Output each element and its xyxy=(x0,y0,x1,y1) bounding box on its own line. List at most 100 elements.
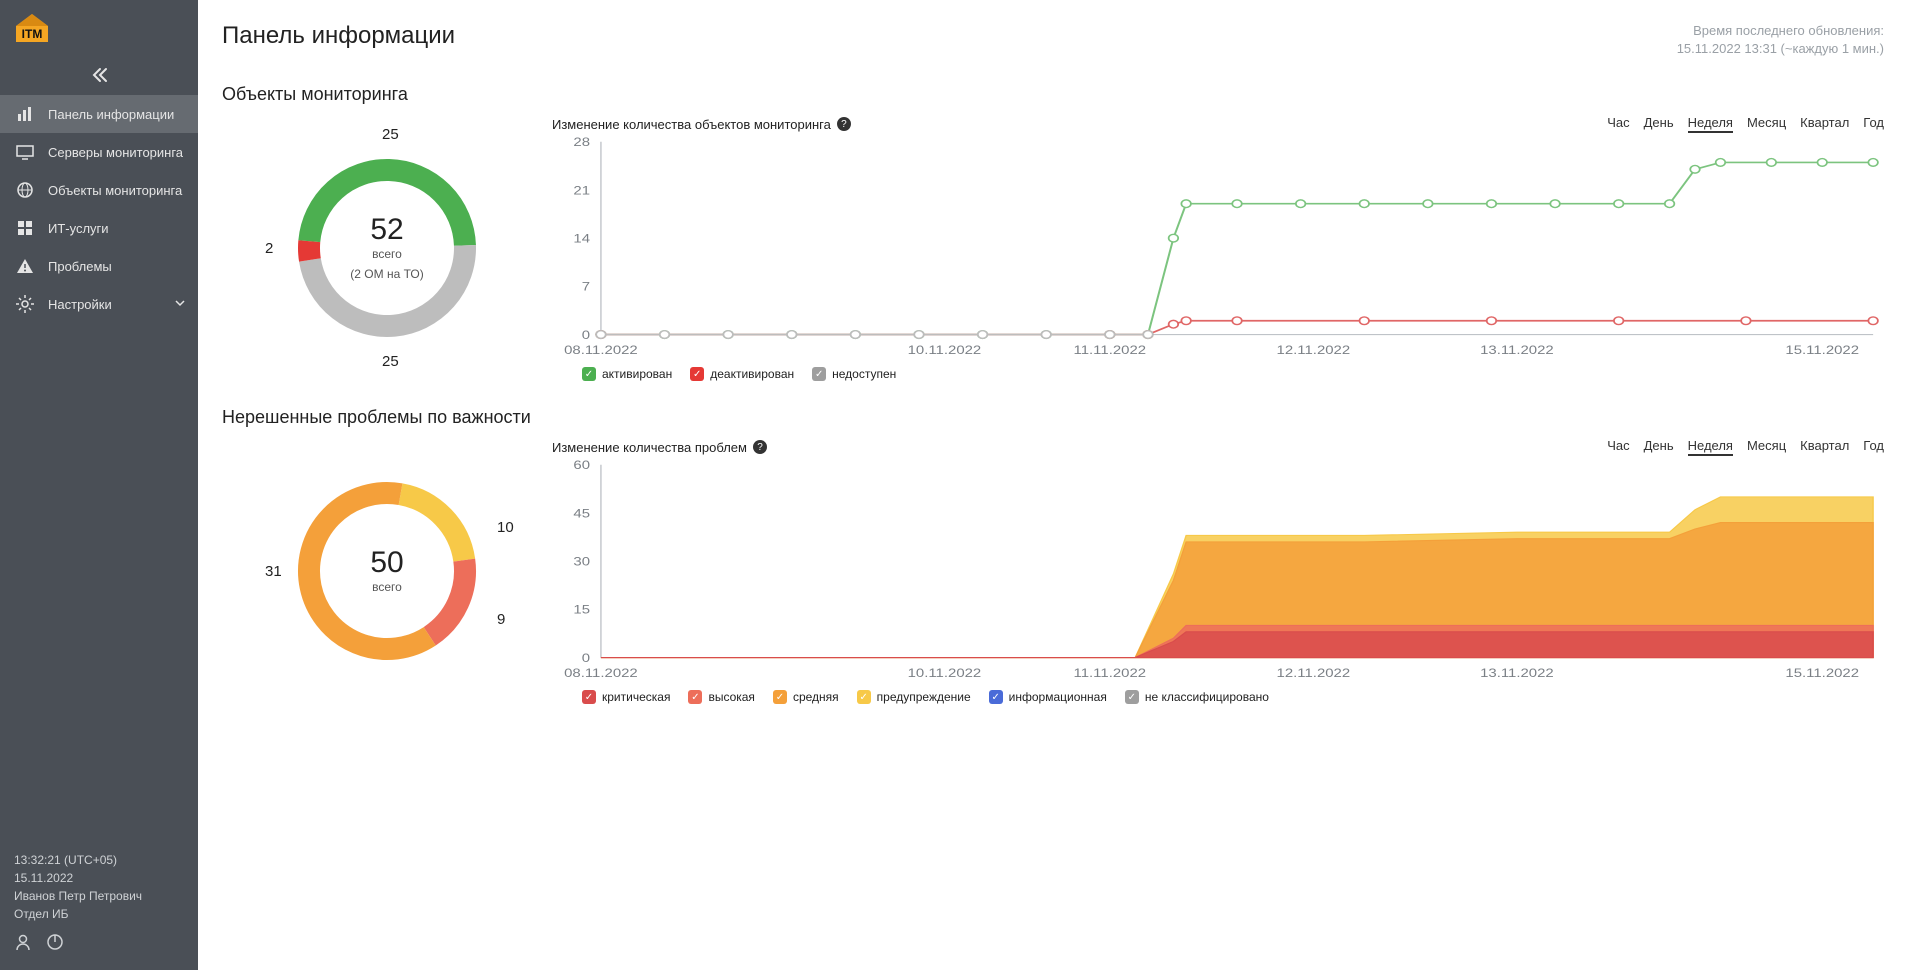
legend-label: информационная xyxy=(1009,690,1107,704)
range-option[interactable]: Квартал xyxy=(1800,115,1849,133)
legend-item[interactable]: ✓ недоступен xyxy=(812,367,896,381)
objects-donut: 52 всего (2 ОМ на ТО) 25 25 2 xyxy=(222,115,552,381)
chevron-double-left-icon xyxy=(87,63,111,87)
legend-item[interactable]: ✓средняя xyxy=(773,690,839,704)
sidebar-footer: 13:32:21 (UTC+05) 15.11.2022 Иванов Петр… xyxy=(0,851,198,970)
logo-icon: ITM xyxy=(12,12,52,44)
sidebar-item-label: Объекты мониторинга xyxy=(48,183,182,198)
legend-label: высокая xyxy=(708,690,755,704)
sidebar-item-label: Панель информации xyxy=(48,107,174,122)
logo: ITM xyxy=(0,0,198,55)
sidebar-item-3[interactable]: ИТ-услуги xyxy=(0,209,198,247)
last-update-value: 15.11.2022 13:31 (~каждую 1 мин.) xyxy=(1677,40,1884,58)
donut-total: 50 xyxy=(370,548,403,578)
section-problems: 50 всего 10931 Изменение количества проб… xyxy=(222,438,1884,704)
legend-item[interactable]: ✓информационная xyxy=(989,690,1107,704)
logout-icon[interactable] xyxy=(46,933,64,956)
svg-text:15: 15 xyxy=(573,603,590,616)
range-option[interactable]: Год xyxy=(1863,115,1884,133)
donut-note: (2 ОМ на ТО) xyxy=(350,267,423,281)
legend-label: средняя xyxy=(793,690,839,704)
legend-label: предупреждение xyxy=(877,690,971,704)
svg-text:15.11.2022: 15.11.2022 xyxy=(1785,667,1859,680)
svg-text:12.11.2022: 12.11.2022 xyxy=(1277,344,1351,357)
legend-label: недоступен xyxy=(832,367,896,381)
problems-range-picker: Час День Неделя Месяц Квартал Год xyxy=(1607,438,1884,456)
svg-text:45: 45 xyxy=(573,507,590,520)
range-option[interactable]: День xyxy=(1644,438,1674,456)
sidebar-item-1[interactable]: Серверы мониторинга xyxy=(0,133,198,171)
footer-time: 13:32:21 (UTC+05) xyxy=(14,851,184,869)
gear-icon xyxy=(14,294,36,314)
svg-text:14: 14 xyxy=(573,232,590,245)
problems-legend: ✓критическая✓высокая✓средняя✓предупрежде… xyxy=(552,690,1884,704)
legend-item[interactable]: ✓высокая xyxy=(688,690,755,704)
collapse-sidebar-button[interactable] xyxy=(0,55,198,95)
legend-item[interactable]: ✓критическая xyxy=(582,690,670,704)
last-update-label: Время последнего обновления: xyxy=(1677,22,1884,40)
donut-sub: всего xyxy=(372,247,402,261)
svg-text:13.11.2022: 13.11.2022 xyxy=(1480,344,1554,357)
chevron-down-icon xyxy=(174,297,186,312)
legend-label: не классифицировано xyxy=(1145,690,1269,704)
svg-text:0: 0 xyxy=(582,652,591,665)
svg-text:12.11.2022: 12.11.2022 xyxy=(1277,667,1351,680)
donut-slice-label: 25 xyxy=(382,353,399,370)
svg-text:0: 0 xyxy=(582,329,591,342)
legend-swatch: ✓ xyxy=(582,367,596,381)
svg-text:08.11.2022: 08.11.2022 xyxy=(564,344,638,357)
sidebar-item-label: ИТ-услуги xyxy=(48,221,109,236)
svg-text:08.11.2022: 08.11.2022 xyxy=(564,667,638,680)
sidebar-item-5[interactable]: Настройки xyxy=(0,285,198,323)
last-update: Время последнего обновления: 15.11.2022 … xyxy=(1677,22,1884,58)
donut-total: 52 xyxy=(370,215,403,245)
legend-swatch: ✓ xyxy=(812,367,826,381)
warn-icon xyxy=(14,256,36,276)
range-option[interactable]: Год xyxy=(1863,438,1884,456)
legend-label: активирован xyxy=(602,367,672,381)
help-icon[interactable]: ? xyxy=(753,440,767,454)
sidebar-item-0[interactable]: Панель информации xyxy=(0,95,198,133)
legend-item[interactable]: ✓ активирован xyxy=(582,367,672,381)
range-option[interactable]: Месяц xyxy=(1747,438,1786,456)
range-option[interactable]: Час xyxy=(1607,115,1629,133)
donut-sub: всего xyxy=(372,580,402,594)
legend-item[interactable]: ✓ не классифицировано xyxy=(1125,690,1269,704)
range-option[interactable]: Неделя xyxy=(1688,115,1733,133)
problems-area-chart: 01530456008.11.202210.11.202211.11.20221… xyxy=(552,456,1884,686)
donut-slice-label: 10 xyxy=(497,519,514,536)
range-option[interactable]: Месяц xyxy=(1747,115,1786,133)
donut-slice-label: 9 xyxy=(497,611,505,628)
range-option[interactable]: День xyxy=(1644,115,1674,133)
sidebar-item-2[interactable]: Объекты мониторинга xyxy=(0,171,198,209)
range-option[interactable]: Час xyxy=(1607,438,1629,456)
legend-swatch: ✓ xyxy=(1125,690,1139,704)
chart-icon xyxy=(14,104,36,124)
globe-icon xyxy=(14,180,36,200)
objects-legend: ✓активирован✓деактивирован✓недоступен xyxy=(552,367,1884,381)
legend-label: критическая xyxy=(602,690,670,704)
range-option[interactable]: Неделя xyxy=(1688,438,1733,456)
grid-icon xyxy=(14,218,36,238)
section-objects: 52 всего (2 ОМ на ТО) 25 25 2 Изменение ко… xyxy=(222,115,1884,381)
donut-slice-label: 25 xyxy=(382,126,399,143)
sidebar-item-label: Настройки xyxy=(48,297,112,312)
sidebar: ITM Панель информации Серверы мониторинг… xyxy=(0,0,198,970)
user-icon[interactable] xyxy=(14,933,32,956)
svg-text:30: 30 xyxy=(573,555,590,568)
footer-dept: Отдел ИБ xyxy=(14,905,184,923)
svg-text:10.11.2022: 10.11.2022 xyxy=(908,344,982,357)
sidebar-item-label: Проблемы xyxy=(48,259,112,274)
donut-slice-label: 2 xyxy=(265,240,273,257)
section-problems-title: Нерешенные проблемы по важности xyxy=(222,407,1884,428)
legend-item[interactable]: ✓деактивирован xyxy=(690,367,794,381)
sidebar-item-4[interactable]: Проблемы xyxy=(0,247,198,285)
objects-chart-title: Изменение количества объектов мониторинг… xyxy=(552,117,831,132)
range-option[interactable]: Квартал xyxy=(1800,438,1849,456)
help-icon[interactable]: ? xyxy=(837,117,851,131)
objects-line-chart: 0714212808.11.202210.11.202211.11.202212… xyxy=(552,133,1884,363)
svg-text:10.11.2022: 10.11.2022 xyxy=(908,667,982,680)
legend-swatch: ✓ xyxy=(690,367,704,381)
problems-chart-col: Изменение количества проблем ? ЧасДеньНе… xyxy=(552,438,1884,704)
legend-item[interactable]: ✓предупреждение xyxy=(857,690,971,704)
